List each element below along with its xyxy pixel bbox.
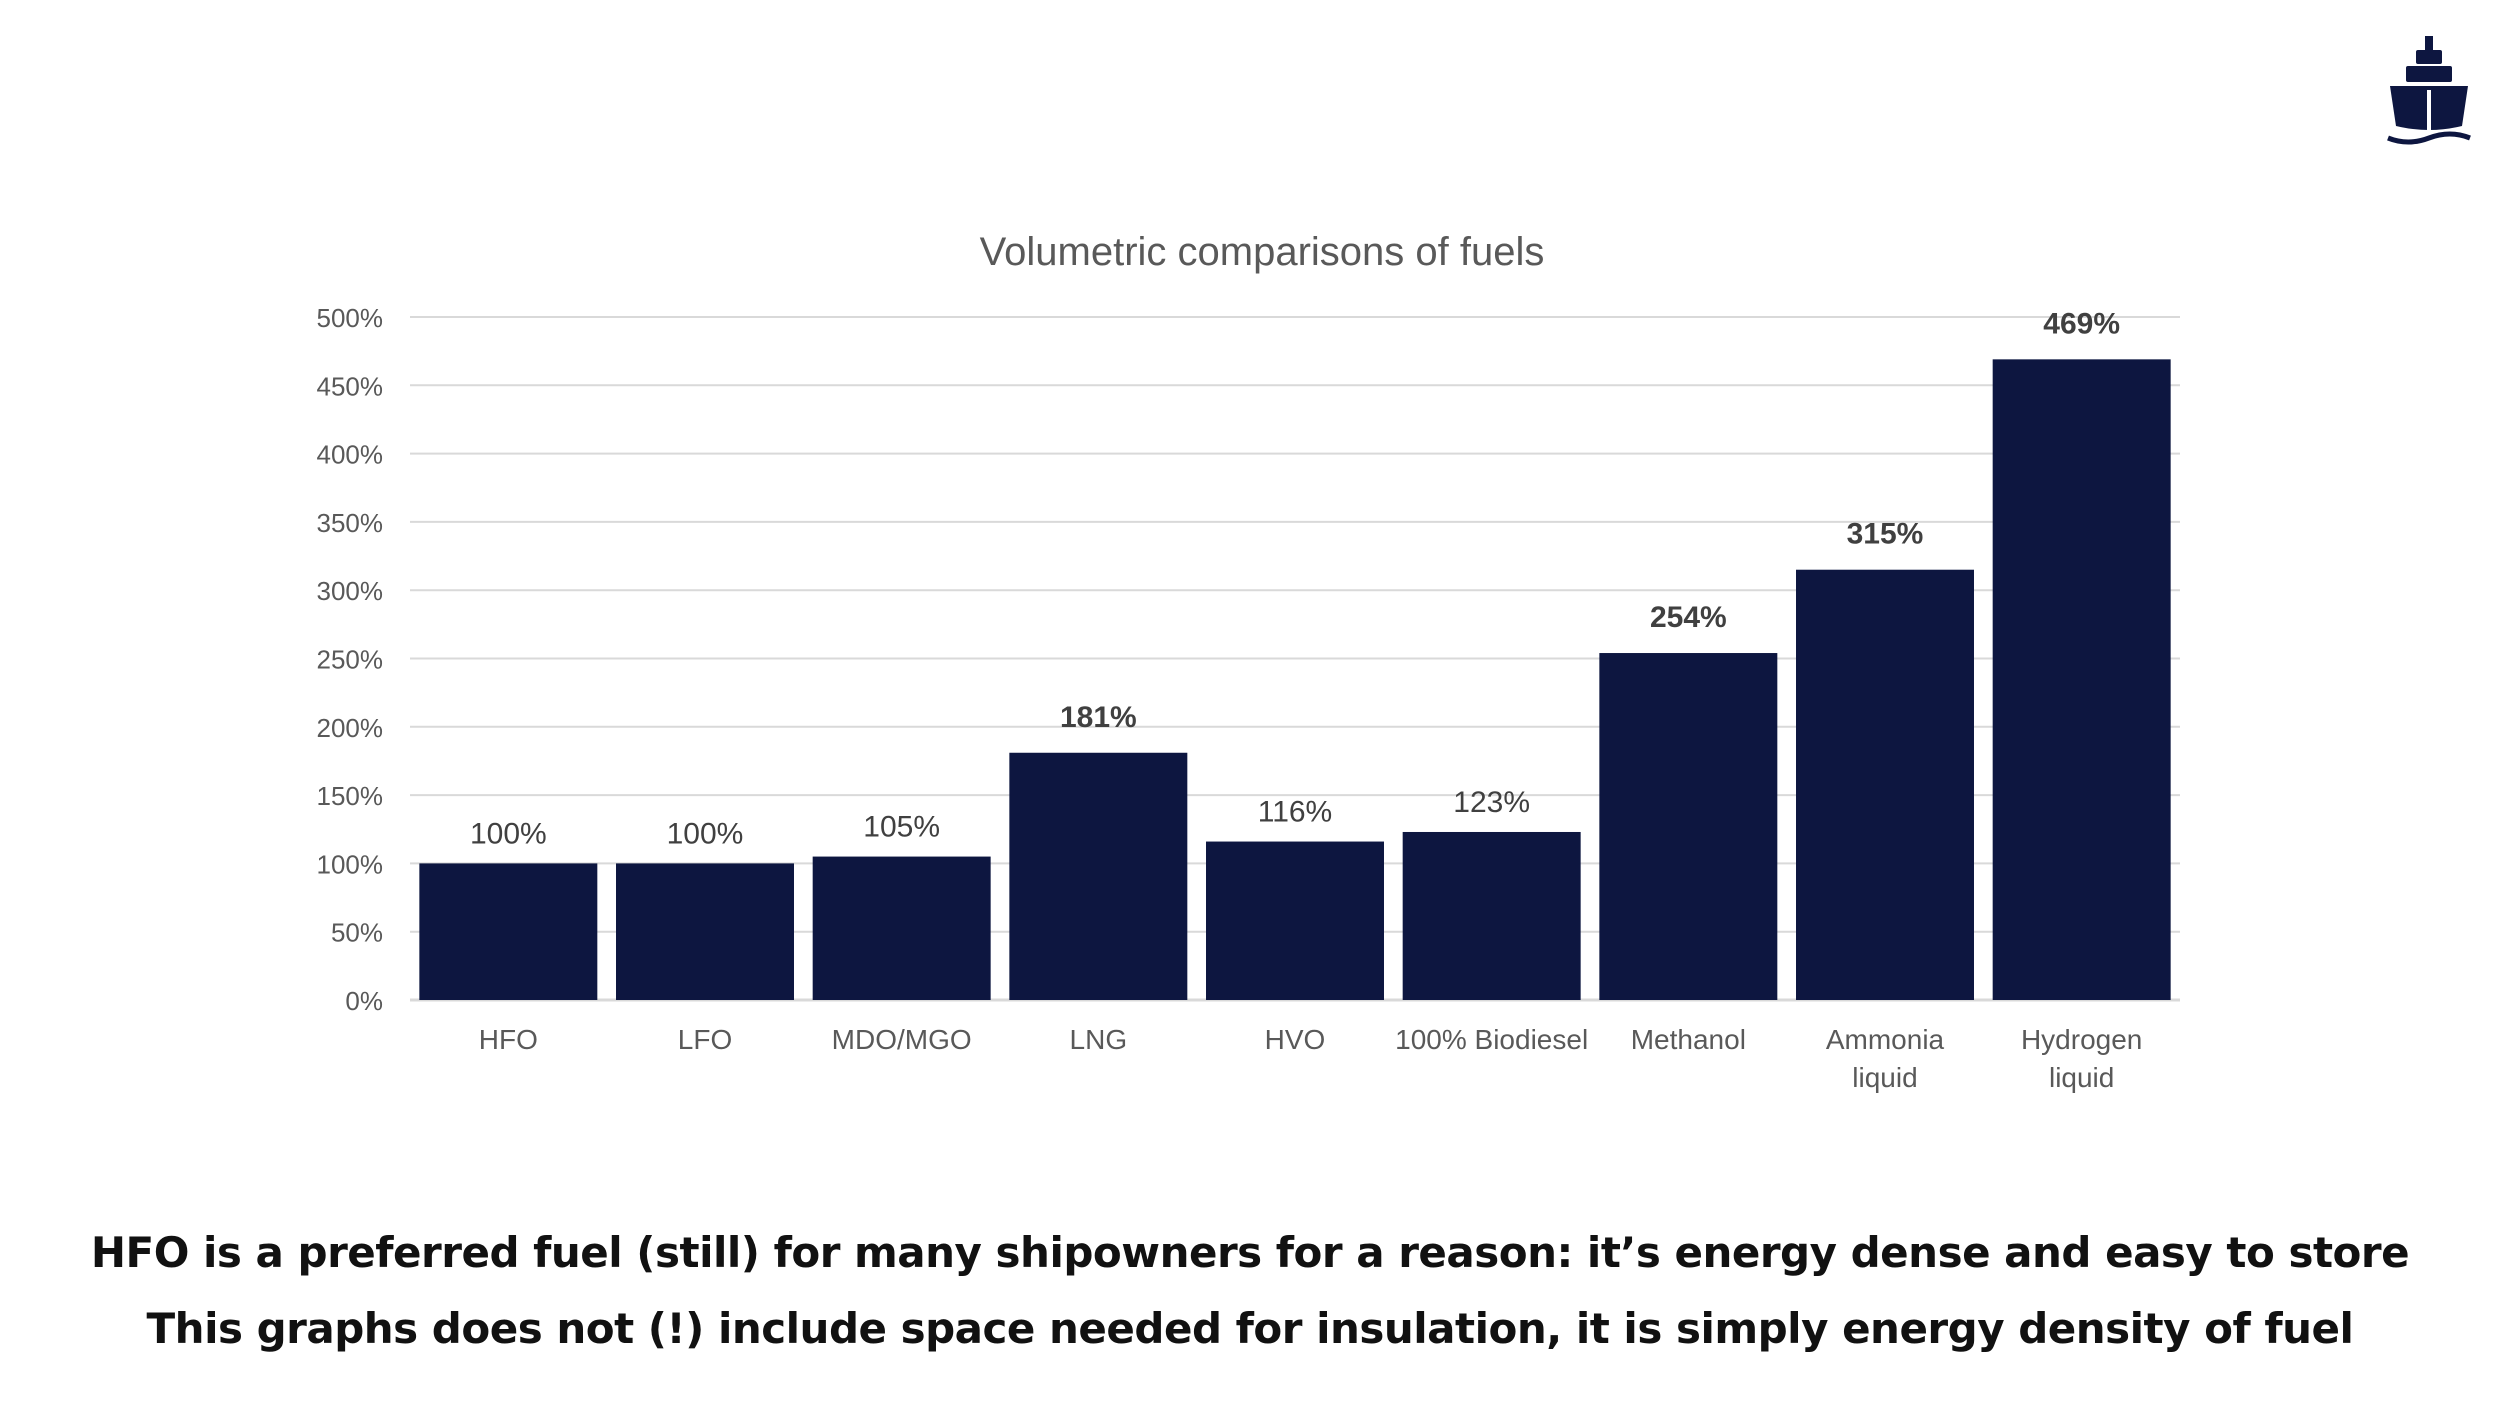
y-axis-ticks: 0% 50% 100% 150% 200% 250% 300% 350% 400% 450% 500… — [317, 303, 384, 1016]
x-tick-label: LNG — [1070, 1024, 1128, 1055]
bar — [419, 863, 598, 1000]
caption-line-1: HFO is a preferred fuel (still) for many… — [90, 1228, 2410, 1277]
data-label: 254% — [1650, 601, 1727, 634]
y-tick-label: 250% — [317, 645, 384, 675]
y-tick-label: 400% — [317, 440, 384, 470]
x-tick-label: HFO — [479, 1024, 538, 1055]
caption-line-2: This graphs does not (!) include space n… — [146, 1304, 2354, 1353]
data-labels: 100% 100% 105% 181% 116% 123% 254% 315% 469% — [470, 307, 2120, 850]
x-tick-label: HVO — [1265, 1024, 1326, 1055]
bar — [1599, 653, 1778, 1000]
x-tick-label: Hydrogen — [2021, 1024, 2142, 1055]
x-tick-label: liquid — [2049, 1062, 2114, 1093]
ship-icon — [2387, 36, 2471, 145]
data-label: 100% — [667, 817, 744, 850]
y-tick-label: 100% — [317, 849, 384, 879]
data-label: 105% — [863, 811, 940, 844]
bar — [1796, 569, 1974, 1000]
data-label: 181% — [1060, 701, 1137, 734]
x-tick-label: Ammonia — [1826, 1024, 1945, 1055]
data-label: 116% — [1258, 796, 1333, 829]
data-label: 469% — [2043, 307, 2120, 340]
y-tick-label: 0% — [345, 986, 383, 1016]
bars — [419, 359, 2171, 1000]
x-tick-label: LFO — [678, 1024, 732, 1055]
x-tick-label: MDO/MGO — [832, 1024, 972, 1055]
x-tick-label: Methanol — [1631, 1024, 1746, 1055]
y-tick-label: 450% — [317, 371, 384, 401]
bar — [1009, 752, 1188, 1000]
y-tick-label: 150% — [317, 781, 384, 811]
y-tick-label: 300% — [317, 576, 384, 606]
data-label: 100% — [470, 817, 547, 850]
x-tick-label: 100% Biodiesel — [1395, 1024, 1588, 1055]
bar — [812, 856, 991, 1000]
data-label: 315% — [1847, 518, 1924, 551]
bar — [1206, 841, 1384, 1000]
y-tick-label: 200% — [317, 713, 384, 743]
bar — [1402, 831, 1581, 1000]
x-axis-categories: HFO LFO MDO/MGO LNG HVO 100% Biodiesel Methano… — [479, 1024, 2143, 1093]
data-label: 123% — [1453, 786, 1530, 819]
chart-title: Volumetric comparisons of fuels — [980, 230, 1545, 274]
y-tick-label: 50% — [331, 918, 383, 948]
bar — [616, 863, 794, 1000]
bar — [1992, 359, 2171, 1000]
y-tick-label: 350% — [317, 508, 384, 538]
x-tick-label: liquid — [1852, 1062, 1917, 1093]
y-tick-label: 500% — [317, 303, 384, 333]
